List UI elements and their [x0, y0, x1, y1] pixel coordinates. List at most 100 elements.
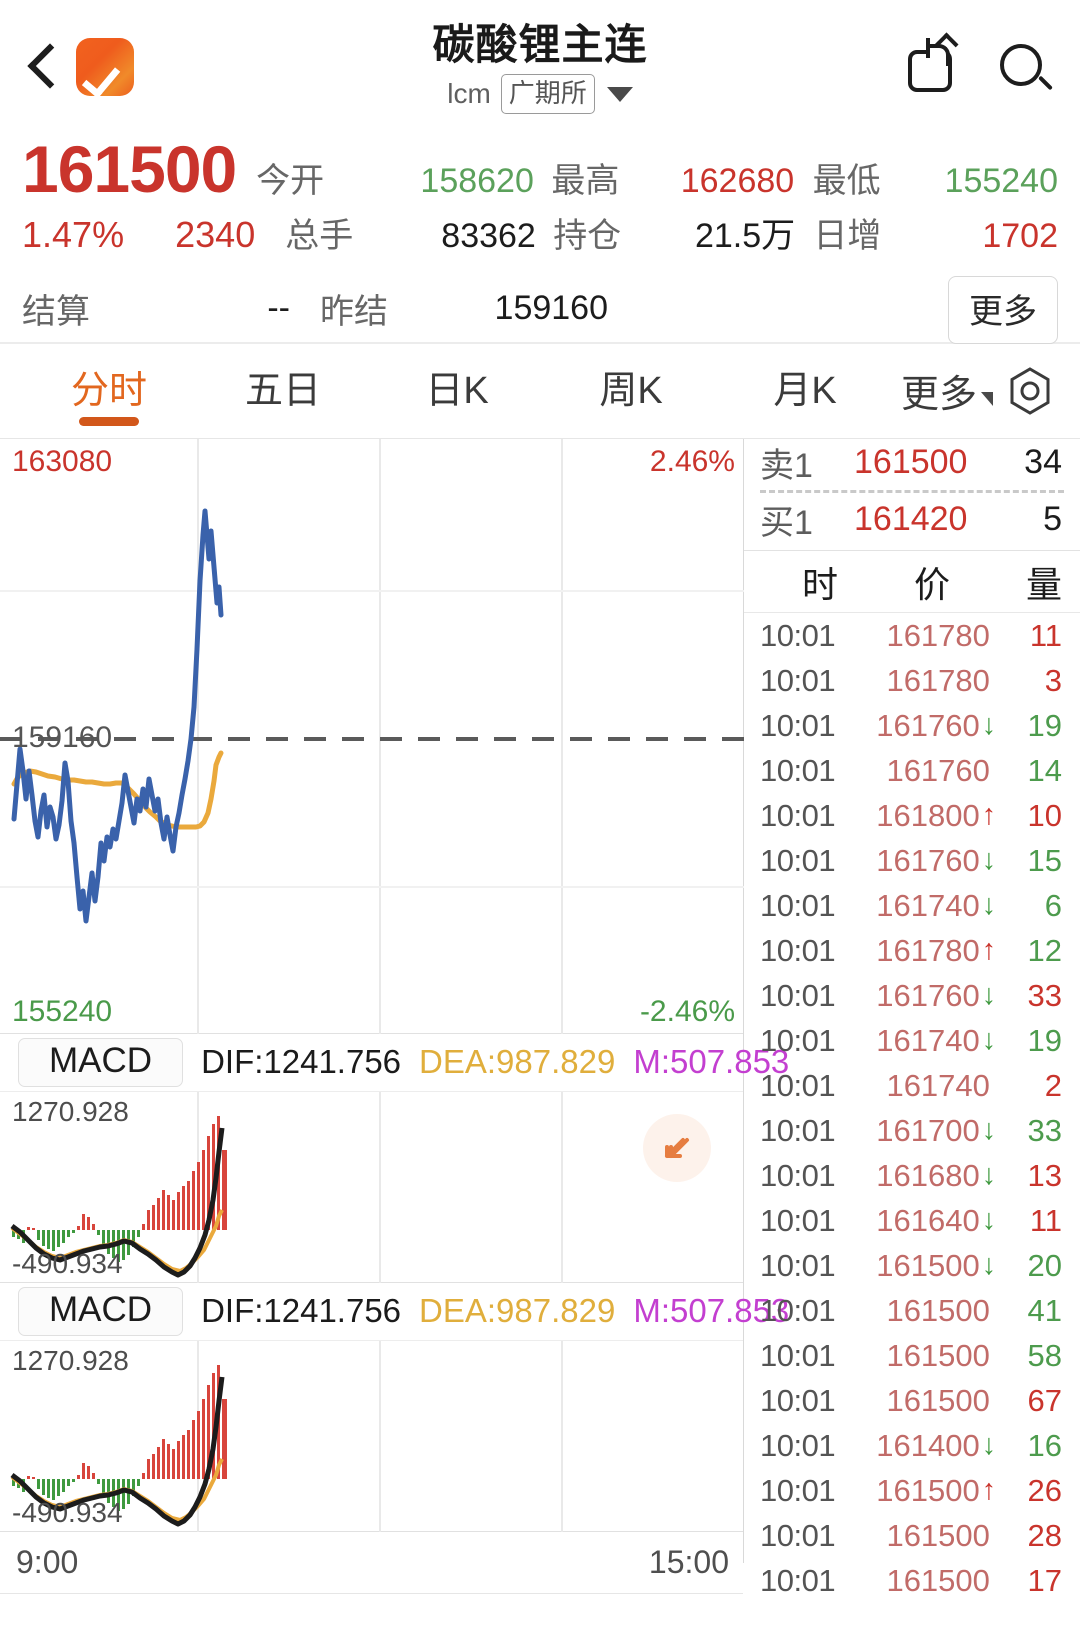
tick-row[interactable]: 10:01 161780 3 — [744, 658, 1080, 703]
arrow-down-icon: ↓ — [981, 1024, 997, 1056]
triangle-down-icon — [981, 391, 993, 406]
tick-row[interactable]: 10:01 161640 ↓ 11 — [744, 1198, 1080, 1243]
open-value: 158620 — [420, 162, 534, 200]
tick-time: 10:01 — [760, 1247, 836, 1283]
back-chevron-icon[interactable] — [26, 41, 60, 93]
tick-row[interactable]: 10:01 161500 ↓ 20 — [744, 1243, 1080, 1288]
tick-row[interactable]: 10:01 161760 ↓ 33 — [744, 973, 1080, 1018]
bid-row[interactable]: 买1 161420 5 — [744, 496, 1080, 544]
price-line — [11, 508, 224, 923]
tick-price: 161680 ↓ — [866, 1158, 996, 1194]
arrow-up-icon: ↑ — [981, 934, 997, 966]
arrow-down-icon: ↓ — [981, 1249, 997, 1281]
low-value: 155240 — [944, 162, 1059, 200]
volume-value: 83362 — [441, 217, 536, 255]
search-icon[interactable] — [998, 36, 1054, 94]
tick-row[interactable]: 10:01 161740 ↓ 19 — [744, 1018, 1080, 1063]
tick-volume: 67 — [1027, 1382, 1062, 1418]
expand-fullscreen-icon[interactable] — [643, 1113, 711, 1182]
tick-price-value: 161500 — [876, 1247, 980, 1283]
macd-dif-value-2: DIF:1241.756 — [201, 1292, 402, 1329]
arrow-down-icon: ↓ — [981, 1429, 997, 1461]
macd-chart-svg-2 — [10, 1340, 563, 1532]
tick-volume: 19 — [1027, 707, 1062, 743]
settings-gear-icon[interactable] — [1003, 364, 1057, 418]
tick-price-value: 161760 — [876, 842, 980, 878]
tick-time: 10:01 — [760, 1292, 836, 1328]
tick-row[interactable]: 10:01 161500 58 — [744, 1333, 1080, 1378]
book-dashed-divider — [760, 489, 1064, 493]
tick-volume: 33 — [1027, 977, 1062, 1013]
ask-row[interactable]: 卖1 161500 34 — [744, 439, 1080, 487]
app-logo-checkmark-icon[interactable] — [76, 38, 134, 96]
tick-time: 10:01 — [760, 1157, 836, 1193]
tick-row[interactable]: 10:01 161500 28 — [744, 1513, 1080, 1558]
tick-price: 161780 — [876, 618, 989, 654]
tick-row[interactable]: 10:01 161740 2 — [744, 1063, 1080, 1108]
tick-price: 161760 ↓ — [866, 708, 996, 744]
tab-monthly-k[interactable]: 月K — [773, 369, 837, 412]
tick-row[interactable]: 10:01 161500 ↑ 26 — [744, 1468, 1080, 1513]
security-code: lcm — [447, 78, 491, 109]
tick-price-value: 161640 — [876, 1202, 980, 1238]
tick-price-value: 161680 — [876, 1157, 980, 1193]
tick-volume: 17 — [1027, 1562, 1062, 1598]
tick-row[interactable]: 10:01 161500 67 — [744, 1378, 1080, 1423]
tick-time: 10:01 — [760, 707, 836, 743]
chevron-down-icon[interactable] — [606, 86, 633, 102]
tick-volume: 14 — [1027, 752, 1062, 788]
tick-price-value: 161780 — [886, 662, 990, 698]
tab-weekly-k[interactable]: 周K — [599, 369, 663, 412]
tick-row[interactable]: 10:01 161700 ↓ 33 — [744, 1108, 1080, 1153]
macd-header-2[interactable]: MACD DIF:1241.756 DEA:987.829 M:507.853 — [0, 1282, 789, 1341]
tab-five-day[interactable]: 五日 — [244, 369, 321, 412]
intraday-price-chart[interactable]: 163080 2.46% 159160 155240 -2.46% — [0, 438, 744, 1034]
tick-row[interactable]: 10:01 161680 ↓ 13 — [744, 1153, 1080, 1198]
tick-volume: 15 — [1027, 842, 1062, 878]
tick-row[interactable]: 10:01 161740 ↓ 6 — [744, 883, 1080, 928]
tick-price-value: 161740 — [876, 887, 980, 923]
tick-price-value: 161740 — [876, 1022, 980, 1058]
macd-chart-1[interactable]: 1270.928 -490.934 — [0, 1091, 743, 1283]
arrow-down-icon: ↓ — [981, 979, 997, 1011]
tick-volume: 28 — [1027, 1517, 1062, 1553]
axis-bottom-percent: -2.46% — [639, 994, 735, 1028]
search-circle-shape — [1000, 44, 1042, 86]
tick-row[interactable]: 10:01 161500 41 — [744, 1288, 1080, 1333]
macd-axis-bottom-2: -490.934 — [12, 1496, 123, 1528]
tick-row[interactable]: 10:01 161780 11 — [744, 613, 1080, 658]
prev-settlement-value: 159160 — [494, 288, 608, 327]
tab-fenshi[interactable]: 分时 — [22, 344, 196, 438]
tick-price-value: 161500 — [886, 1337, 990, 1373]
tick-time: 10:01 — [760, 1202, 836, 1238]
more-button[interactable]: 更多 — [948, 276, 1058, 344]
tick-time: 10:01 — [760, 887, 836, 923]
share-icon[interactable] — [906, 36, 962, 94]
axis-top-percent: 2.46% — [649, 444, 735, 478]
tick-row[interactable]: 10:01 161500 17 — [744, 1558, 1080, 1603]
axis-top-price: 163080 — [12, 444, 113, 478]
tick-volume: 10 — [1027, 797, 1062, 833]
tick-row[interactable]: 10:01 161400 ↓ 16 — [744, 1423, 1080, 1468]
macd-dea-value-2: DEA:987.829 — [419, 1292, 616, 1329]
macd-header-1[interactable]: MACD DIF:1241.756 DEA:987.829 M:507.853 — [0, 1033, 789, 1092]
quote-row-primary: 161500 今开 158620 最高 162680 最低 155240 — [22, 130, 1058, 208]
tick-price-value: 161760 — [886, 752, 990, 788]
tick-row[interactable]: 10:01 161800 ↑ 10 — [744, 793, 1080, 838]
macd-indicator-chip[interactable]: MACD — [18, 1037, 184, 1087]
tick-row[interactable]: 10:01 161780 ↑ 12 — [744, 928, 1080, 973]
search-handle-shape — [1038, 75, 1053, 91]
macd-chart-2[interactable]: 1270.928 -490.934 — [0, 1340, 743, 1532]
tick-row[interactable]: 10:01 161760 14 — [744, 748, 1080, 793]
tab-more[interactable]: 更多 — [892, 363, 1066, 418]
low-label: 最低 — [812, 162, 881, 200]
tick-volume: 33 — [1027, 1112, 1062, 1148]
macd-indicator-chip-2[interactable]: MACD — [18, 1286, 184, 1336]
tick-list[interactable]: 10:01 161780 11 10:01 161780 3 10:01 161760 ↓ 19 1… — [744, 613, 1080, 1603]
tick-price: 161780 ↑ — [866, 933, 996, 969]
tab-daily-k[interactable]: 日K — [425, 369, 489, 412]
tick-row[interactable]: 10:01 161760 ↓ 15 — [744, 838, 1080, 883]
macd-axis-bottom-1: -490.934 — [12, 1247, 123, 1279]
tick-row[interactable]: 10:01 161760 ↓ 19 — [744, 703, 1080, 748]
daily-increase-value: 1702 — [982, 217, 1058, 255]
